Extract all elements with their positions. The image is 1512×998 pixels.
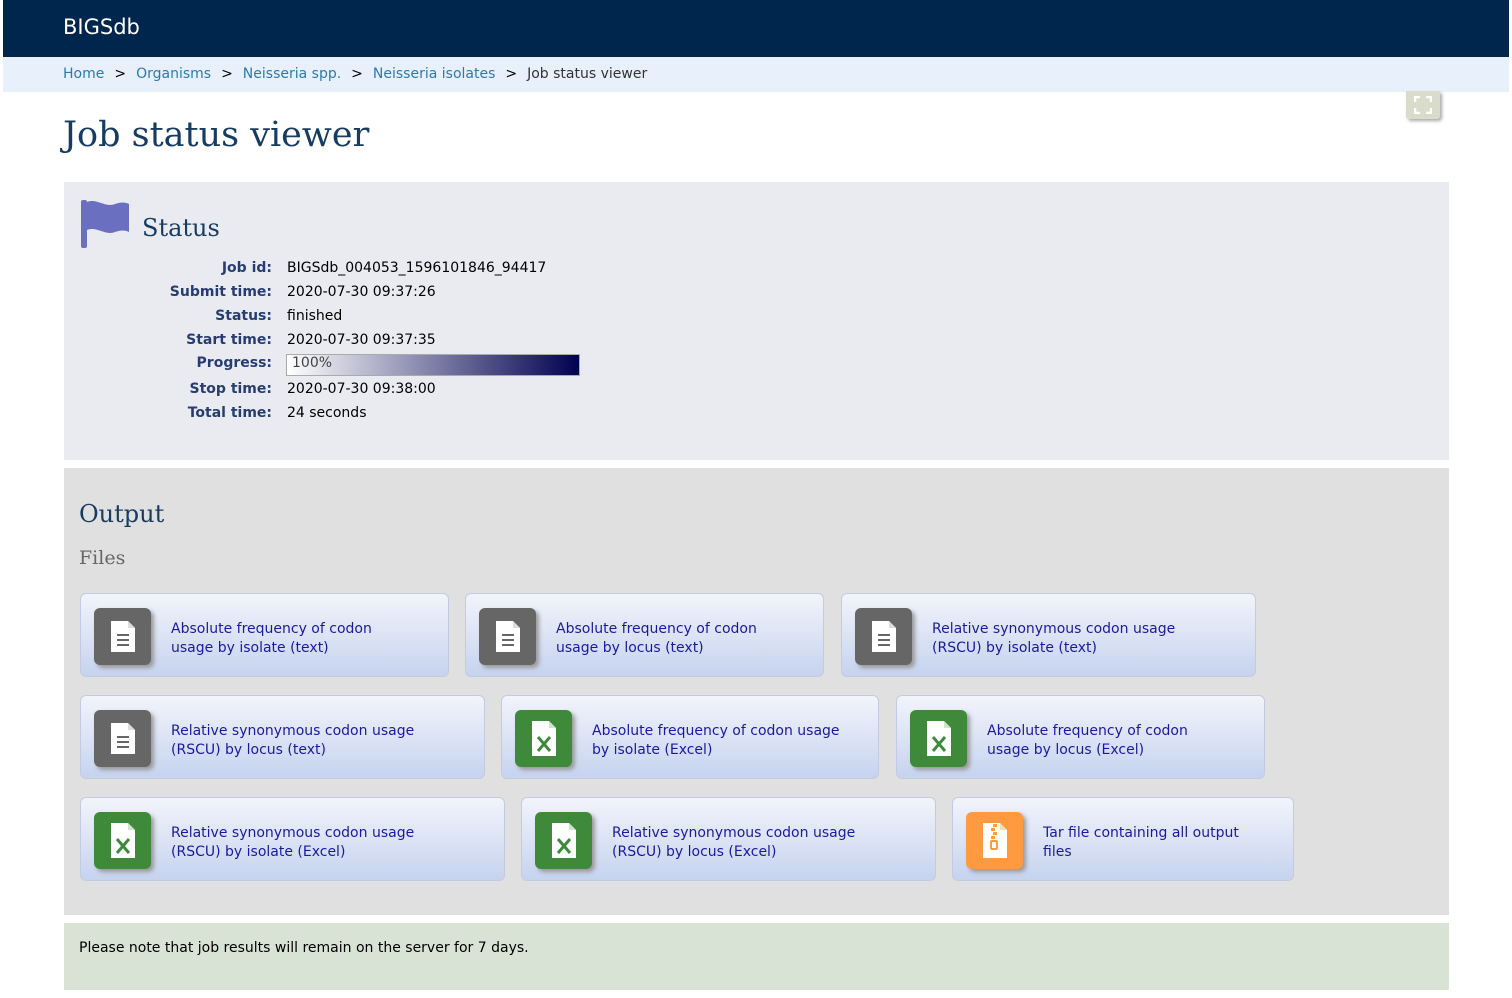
file-link-tar-archive[interactable]: Tar file containing all output files	[952, 797, 1294, 881]
file-label: Tar file containing all output files	[1043, 825, 1239, 860]
job-id-row: Job id: BIGSdb_004053_1596101846_94417	[64, 260, 664, 282]
progress-label: Progress:	[196, 355, 272, 371]
files-heading: Files	[79, 547, 126, 569]
submit-time-label: Submit time:	[169, 284, 272, 300]
start-time-row: Start time: 2020-07-30 09:37:35	[64, 332, 664, 354]
file-label: Absolute frequency of codon usage by isol…	[171, 621, 372, 656]
start-time-label: Start time:	[186, 332, 272, 348]
file-link-codon-abs-isolate-excel[interactable]: Absolute frequency of codon usage by isol…	[501, 695, 879, 779]
file-label: Absolute frequency of codon usage by locu…	[556, 621, 757, 656]
excel-file-icon	[94, 812, 151, 869]
breadcrumb-separator: >	[505, 66, 518, 82]
expand-view-button[interactable]	[1406, 91, 1440, 119]
status-label: Status:	[215, 308, 272, 324]
total-time-value: 24 seconds	[287, 405, 367, 421]
breadcrumb-home-link[interactable]: Home	[63, 66, 105, 82]
submit-time-value: 2020-07-30 09:37:26	[287, 284, 436, 300]
text-file-icon	[479, 608, 536, 665]
status-heading: Status	[142, 214, 220, 242]
file-link-rscu-isolate-excel[interactable]: Relative synonymous codon usage (RSCU) by…	[80, 797, 505, 881]
expand-icon	[1414, 96, 1432, 114]
status-panel: Status Job id: BIGSdb_004053_1596101846_…	[64, 182, 1449, 460]
retention-note: Please note that job results will remain…	[64, 923, 1449, 990]
file-label: Absolute frequency of codon usage by locu…	[987, 723, 1188, 758]
breadcrumb: Home > Organisms > Neisseria spp. > Neisseria …	[63, 66, 647, 82]
progress-text: 100%	[292, 355, 333, 371]
submit-time-row: Submit time: 2020-07-30 09:37:26	[64, 284, 664, 306]
text-file-icon	[855, 608, 912, 665]
site-header: BIGSdb	[3, 0, 1509, 57]
excel-file-icon	[910, 710, 967, 767]
file-label: Absolute frequency of codon usage by isol…	[592, 723, 840, 758]
file-link-rscu-locus-text[interactable]: Relative synonymous codon usage (RSCU) by…	[80, 695, 485, 779]
total-time-row: Total time: 24 seconds	[64, 405, 664, 427]
output-panel: Output Files Absolute frequency of codon…	[64, 468, 1449, 915]
file-label: Relative synonymous codon usage (RSCU) by…	[612, 825, 856, 860]
flag-icon	[81, 200, 129, 248]
file-link-codon-abs-isolate-text[interactable]: Absolute frequency of codon usage by isol…	[80, 593, 449, 677]
file-link-rscu-isolate-text[interactable]: Relative synonymous codon usage (RSCU) by…	[841, 593, 1256, 677]
progress-bar: 100%	[286, 354, 580, 376]
archive-file-icon	[966, 812, 1023, 869]
breadcrumb-bar: Home > Organisms > Neisseria spp. > Neisseria …	[3, 57, 1509, 92]
file-link-codon-abs-locus-excel[interactable]: Absolute frequency of codon usage by locu…	[896, 695, 1265, 779]
output-heading: Output	[79, 500, 165, 528]
retention-note-text: Please note that job results will remain…	[79, 940, 529, 956]
breadcrumb-current: Job status viewer	[527, 66, 648, 82]
site-brand[interactable]: BIGSdb	[63, 15, 140, 39]
stop-time-label: Stop time:	[189, 381, 272, 397]
excel-file-icon	[515, 710, 572, 767]
breadcrumb-separator: >	[221, 66, 233, 82]
file-link-codon-abs-locus-text[interactable]: Absolute frequency of codon usage by locu…	[465, 593, 824, 677]
stop-time-value: 2020-07-30 09:38:00	[287, 381, 436, 397]
status-row: Status: finished	[64, 308, 664, 330]
text-file-icon	[94, 710, 151, 767]
breadcrumb-neisseria-spp-link[interactable]: Neisseria spp.	[242, 66, 342, 82]
breadcrumb-separator: >	[114, 66, 127, 82]
file-label: Relative synonymous codon usage (RSCU) by…	[932, 621, 1176, 656]
start-time-value: 2020-07-30 09:37:35	[287, 332, 436, 348]
progress-row: Progress: 100%	[64, 354, 664, 377]
status-value: finished	[287, 308, 343, 324]
breadcrumb-organisms-link[interactable]: Organisms	[136, 66, 212, 82]
job-id-label: Job id:	[221, 260, 272, 276]
breadcrumb-separator: >	[351, 66, 363, 82]
total-time-label: Total time:	[187, 405, 272, 421]
file-link-rscu-locus-excel[interactable]: Relative synonymous codon usage (RSCU) by…	[521, 797, 936, 881]
text-file-icon	[94, 608, 151, 665]
file-label: Relative synonymous codon usage (RSCU) by…	[171, 825, 415, 860]
stop-time-row: Stop time: 2020-07-30 09:38:00	[64, 381, 664, 403]
job-id-value: BIGSdb_004053_1596101846_94417	[287, 260, 547, 276]
page-title: Job status viewer	[63, 115, 370, 155]
file-label: Relative synonymous codon usage (RSCU) by…	[171, 723, 415, 758]
breadcrumb-neisseria-isolates-link[interactable]: Neisseria isolates	[372, 66, 496, 82]
excel-file-icon	[535, 812, 592, 869]
